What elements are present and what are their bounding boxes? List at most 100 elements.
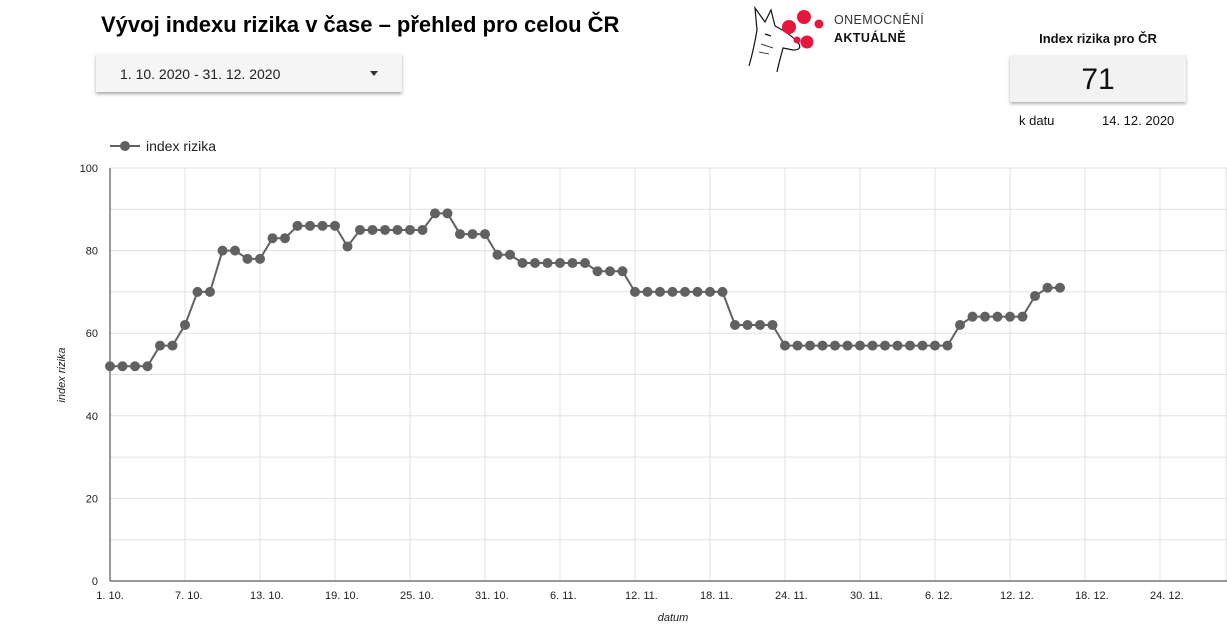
x-tick-label: 6. 12. <box>925 590 953 602</box>
data-point <box>317 220 328 231</box>
data-point <box>742 319 753 330</box>
logo-text-line1: ONEMOCNĚNÍ <box>834 13 925 27</box>
data-point <box>705 286 715 297</box>
data-point <box>105 361 115 372</box>
x-tick-label: 18. 12. <box>1075 590 1109 602</box>
data-point <box>142 361 153 372</box>
data-point <box>867 340 878 351</box>
data-point <box>167 340 178 351</box>
data-point <box>355 224 365 235</box>
data-point <box>467 229 478 240</box>
x-tick-label: 19. 10. <box>325 590 359 602</box>
data-point <box>555 257 565 268</box>
legend-label: index rizika <box>146 138 217 154</box>
dropdown-arrow-icon <box>370 71 378 76</box>
data-point <box>330 220 340 231</box>
kpi-date-label: k datu <box>1019 113 1055 128</box>
data-point <box>930 340 940 351</box>
data-point <box>730 319 740 330</box>
data-point <box>967 311 978 322</box>
x-tick-label: 12. 11. <box>625 590 658 602</box>
data-point <box>442 208 453 219</box>
series-line <box>110 212 1060 368</box>
data-point <box>992 311 1003 322</box>
data-point <box>980 311 990 322</box>
data-point <box>755 319 765 330</box>
dog-logo-icon <box>748 5 824 73</box>
y-tick-label: 40 <box>86 411 98 423</box>
data-point <box>605 266 615 277</box>
data-point <box>855 340 865 351</box>
x-tick-label: 24. 12. <box>1150 590 1184 602</box>
data-point <box>517 257 528 268</box>
data-point <box>480 229 490 240</box>
data-point <box>580 257 590 268</box>
data-point <box>305 220 315 231</box>
data-point <box>230 245 240 256</box>
data-point <box>292 220 303 231</box>
y-tick-label: 80 <box>86 246 98 258</box>
data-point <box>392 224 403 235</box>
data-point <box>155 340 165 351</box>
date-range-selector[interactable]: 1. 10. 2020 - 31. 12. 2020 <box>96 54 402 92</box>
data-point <box>567 257 578 268</box>
data-point <box>405 224 415 235</box>
kpi-date-value: 14. 12. 2020 <box>1102 113 1175 128</box>
data-point <box>667 286 678 297</box>
data-point <box>917 340 928 351</box>
data-point <box>342 241 353 252</box>
y-axis-title: index rizika <box>56 347 68 402</box>
data-point <box>255 253 265 264</box>
data-point <box>880 340 890 351</box>
x-tick-label: 30. 11. <box>850 590 883 602</box>
data-point <box>592 266 603 277</box>
logo-text-line2: AKTUÁLNĚ <box>834 31 906 45</box>
kpi-value: 71 <box>1010 55 1186 102</box>
data-point <box>780 340 790 351</box>
legend-line-marker-icon <box>110 141 140 151</box>
data-point <box>905 340 915 351</box>
data-point <box>680 286 690 297</box>
data-point <box>267 233 278 244</box>
x-tick-label: 7. 10. <box>175 590 203 602</box>
y-tick-label: 60 <box>86 328 98 340</box>
data-point <box>955 319 965 330</box>
data-point <box>380 224 390 235</box>
data-point <box>117 361 128 372</box>
x-tick-label: 13. 10. <box>250 590 284 602</box>
x-tick-label: 25. 10. <box>400 590 434 602</box>
y-tick-label: 100 <box>80 163 98 175</box>
data-point <box>642 286 653 297</box>
y-tick-label: 0 <box>92 576 98 588</box>
data-point <box>180 319 190 330</box>
x-tick-label: 24. 11. <box>775 590 808 602</box>
data-point <box>692 286 703 297</box>
data-point <box>1005 311 1015 322</box>
logo: ONEMOCNĚNÍ AKTUÁLNĚ <box>743 4 943 76</box>
data-point <box>367 224 378 235</box>
data-point <box>205 286 215 297</box>
data-point <box>842 340 853 351</box>
data-point <box>830 340 840 351</box>
page-title: Vývoj indexu rizika v čase – přehled pro… <box>101 12 620 37</box>
data-point <box>505 249 515 260</box>
data-point <box>242 253 253 264</box>
data-point <box>617 266 628 277</box>
data-point <box>280 233 290 244</box>
x-tick-label: 18. 11. <box>700 590 733 602</box>
data-point <box>217 245 228 256</box>
data-point <box>717 286 728 297</box>
data-point <box>530 257 540 268</box>
x-axis-title: datum <box>658 612 689 624</box>
data-point <box>805 340 815 351</box>
data-point <box>417 224 428 235</box>
data-point <box>1017 311 1028 322</box>
data-point <box>1030 291 1040 302</box>
data-point <box>1042 282 1053 293</box>
data-point <box>192 286 203 297</box>
kpi-title: Index rizika pro ČR <box>1039 31 1157 46</box>
y-tick-label: 20 <box>86 493 98 505</box>
data-point <box>630 286 640 297</box>
data-point <box>430 208 440 219</box>
